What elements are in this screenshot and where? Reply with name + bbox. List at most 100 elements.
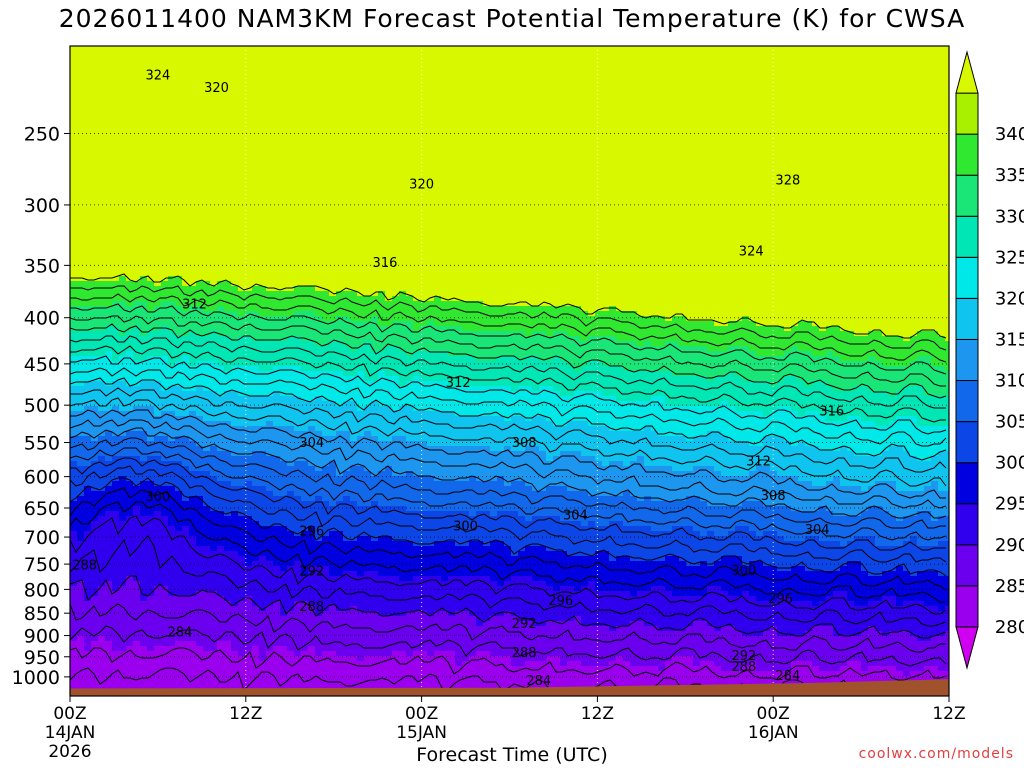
contour-fill-cell	[686, 96, 694, 102]
contour-fill-cell	[294, 221, 302, 227]
contour-fill-cell	[707, 201, 715, 207]
contour-fill-cell	[273, 61, 281, 67]
contour-fill-cell	[896, 201, 904, 207]
contour-fill-cell	[903, 141, 911, 147]
contour-fill-cell	[637, 66, 645, 72]
contour-fill-cell	[938, 171, 946, 177]
contour-fill-cell	[756, 91, 764, 97]
contour-fill-cell	[224, 126, 232, 132]
contour-fill-cell	[532, 186, 540, 192]
contour-fill-cell	[700, 151, 708, 157]
contour-fill-cell	[609, 101, 617, 107]
contour-fill-cell	[175, 116, 183, 122]
contour-fill-cell	[770, 171, 778, 177]
contour-fill-cell	[490, 186, 498, 192]
contour-fill-cell	[672, 131, 680, 137]
contour-fill-cell	[168, 96, 176, 102]
contour-fill-cell	[882, 156, 890, 162]
contour-fill-cell	[175, 166, 183, 172]
contour-fill-cell	[336, 236, 344, 242]
contour-fill-cell	[805, 81, 813, 87]
contour-fill-cell	[287, 101, 295, 107]
contour-fill-cell	[847, 216, 855, 222]
contour-fill-cell	[525, 116, 533, 122]
contour-fill-cell	[434, 126, 442, 132]
contour-fill-cell	[511, 186, 519, 192]
contour-fill-cell	[931, 136, 939, 142]
contour-fill-cell	[364, 156, 372, 162]
contour-fill-cell	[931, 116, 939, 122]
contour-fill-cell	[784, 181, 792, 187]
contour-fill-cell	[854, 51, 862, 57]
contour-fill-cell	[875, 231, 883, 237]
contour-fill-cell	[483, 186, 491, 192]
contour-fill-cell	[735, 91, 743, 97]
contour-fill-cell	[231, 226, 239, 232]
contour-fill-cell	[399, 171, 407, 177]
contour-fill-cell	[945, 156, 949, 162]
contour-fill-cell	[462, 171, 470, 177]
contour-fill-cell	[735, 66, 743, 72]
contour-fill-cell	[476, 81, 484, 87]
contour-fill-cell	[560, 136, 568, 142]
contour-fill-cell	[721, 226, 729, 232]
contour-fill-cell	[651, 176, 659, 182]
contour-fill-cell	[385, 51, 393, 57]
contour-fill-cell	[602, 96, 610, 102]
contour-fill-cell	[84, 51, 92, 57]
contour-fill-cell	[196, 211, 204, 217]
contour-fill-cell	[623, 71, 631, 77]
contour-fill-cell	[231, 126, 239, 132]
contour-fill-cell	[273, 71, 281, 77]
contour-fill-cell	[329, 166, 337, 172]
contour-fill-cell	[707, 146, 715, 152]
contour-fill-cell	[539, 81, 547, 87]
contour-fill-cell	[826, 51, 834, 57]
contour-fill-cell	[357, 211, 365, 217]
contour-fill-cell	[441, 171, 449, 177]
contour-fill-cell	[672, 61, 680, 67]
contour-fill-cell	[238, 116, 246, 122]
contour-fill-cell	[854, 196, 862, 202]
contour-fill-cell	[175, 46, 183, 52]
contour-fill-cell	[308, 121, 316, 127]
contour-fill-cell	[840, 161, 848, 167]
contour-fill-cell	[504, 161, 512, 167]
contour-fill-cell	[427, 146, 435, 152]
contour-fill-cell	[210, 46, 218, 52]
contour-fill-cell	[119, 56, 127, 62]
contour-fill-cell	[714, 186, 722, 192]
contour-fill-cell	[833, 211, 841, 217]
contour-fill-cell	[497, 96, 505, 102]
contour-fill-cell	[938, 196, 946, 202]
contour-fill-cell	[784, 226, 792, 232]
contour-fill-cell	[329, 126, 337, 132]
contour-fill-cell	[931, 206, 939, 212]
contour-fill-cell	[749, 91, 757, 97]
contour-fill-cell	[602, 226, 610, 232]
contour-fill-cell	[798, 231, 806, 237]
contour-fill-cell	[133, 126, 141, 132]
contour-fill-cell	[203, 66, 211, 72]
contour-fill-cell	[336, 156, 344, 162]
contour-fill-cell	[441, 136, 449, 142]
contour-fill-cell	[231, 176, 239, 182]
contour-fill-cell	[350, 71, 358, 77]
contour-fill-cell	[308, 61, 316, 67]
contour-fill-cell	[91, 161, 99, 167]
contour-fill-cell	[154, 176, 162, 182]
contour-fill-cell	[413, 91, 421, 97]
contour-fill-cell	[196, 216, 204, 222]
contour-fill-cell	[336, 146, 344, 152]
contour-fill-cell	[721, 151, 729, 157]
contour-fill-cell	[686, 111, 694, 117]
contour-fill-cell	[812, 106, 820, 112]
contour-fill-cell	[504, 151, 512, 157]
contour-fill-cell	[378, 151, 386, 157]
contour-fill-cell	[567, 96, 575, 102]
contour-fill-cell	[196, 206, 204, 212]
contour-fill-cell	[441, 156, 449, 162]
contour-fill-cell	[770, 226, 778, 232]
contour-fill-cell	[938, 81, 946, 87]
contour-fill-cell	[469, 56, 477, 62]
